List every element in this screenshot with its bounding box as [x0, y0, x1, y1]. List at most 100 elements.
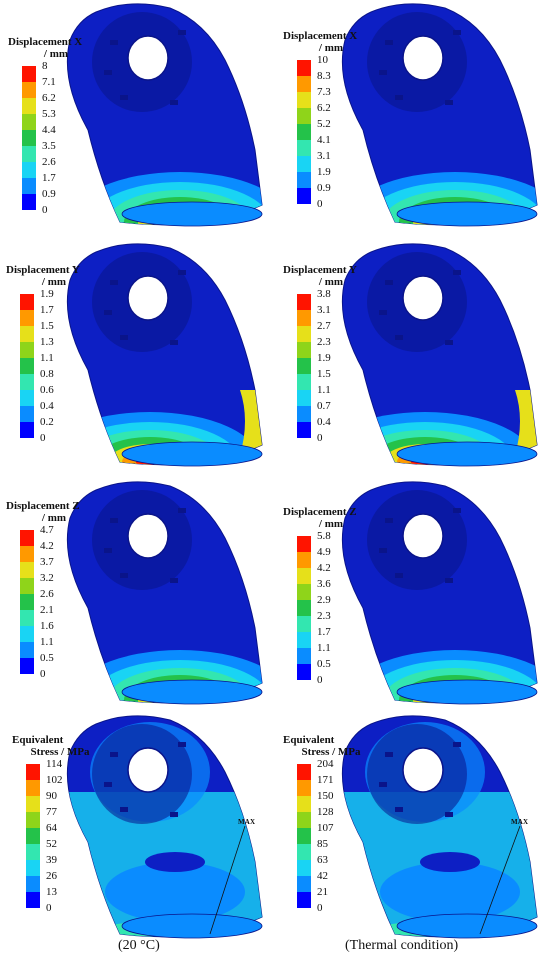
- legend-tick-label: 4.2: [40, 540, 54, 552]
- legend-tick-label: 128: [317, 806, 334, 818]
- legend-tick-label: 3.5: [42, 140, 56, 152]
- legend-tick-label: 0: [40, 432, 46, 444]
- legend-tick-label: 8: [42, 60, 48, 72]
- flange-slot: [178, 742, 186, 747]
- legend-title-line-1: Equivalent: [283, 734, 335, 746]
- caption-thermal: (Thermal condition): [345, 938, 459, 953]
- legend-tick-label: 4.7: [40, 524, 54, 536]
- legend-tick-label: 1.5: [317, 368, 331, 380]
- legend-tick-label: 3.2: [40, 572, 54, 584]
- legend-tick-label: 2.3: [317, 610, 331, 622]
- flange-slot: [170, 812, 178, 817]
- color-scale-swatch: [20, 374, 34, 390]
- color-scale-swatch: [297, 422, 311, 438]
- flange-slot: [445, 578, 453, 583]
- color-scale-swatch: [22, 98, 36, 114]
- color-scale-swatch: [297, 76, 311, 92]
- color-scale-swatch: [20, 422, 34, 438]
- color-scale-swatch: [297, 172, 311, 188]
- flange-slot: [178, 508, 186, 513]
- legend-tick-label: 0.2: [40, 416, 54, 428]
- color-scale-swatch: [20, 390, 34, 406]
- color-scale-swatch: [22, 194, 36, 210]
- color-scale-bar: [297, 764, 311, 908]
- flange-slot: [385, 752, 393, 757]
- tube-opening-rim: [121, 201, 263, 227]
- color-scale-swatch: [297, 648, 311, 664]
- legend-tick-label: 1.1: [317, 642, 331, 654]
- legend-tick-label: 4.4: [42, 124, 56, 136]
- color-scale-swatch: [20, 294, 34, 310]
- legend-tick-label: 4.2: [317, 562, 331, 574]
- legend-tick-label: 0.4: [317, 416, 331, 428]
- color-scale-swatch: [297, 844, 311, 860]
- legend-tick-label: 6.2: [42, 92, 56, 104]
- flange-slot: [385, 518, 393, 523]
- color-scale-swatch: [22, 66, 36, 82]
- legend-tick-label: 0: [42, 204, 48, 216]
- legend-tick-label: 77: [46, 806, 57, 818]
- caption-20c: (20 °C): [118, 938, 160, 953]
- flange-slot: [395, 335, 403, 340]
- color-scale-bar: [297, 294, 311, 438]
- legend-title-line-1: Displacement Y: [283, 264, 357, 276]
- legend-tick-label: 85: [317, 838, 328, 850]
- max-leader-line: [209, 825, 246, 935]
- legend-tick-label: 0: [317, 198, 323, 210]
- color-scale-swatch: [297, 828, 311, 844]
- legend-tick-label: 0.4: [40, 400, 54, 412]
- legend-tick-label: 0.6: [40, 384, 54, 396]
- bearing-hole: [127, 747, 169, 793]
- color-scale-swatch: [297, 374, 311, 390]
- legend-tick-label: 102: [46, 774, 63, 786]
- legend-tick-label: 7.1: [42, 76, 56, 88]
- legend-tick-label: 5.2: [317, 118, 331, 130]
- legend-tick-label: 2.1: [40, 604, 54, 616]
- color-scale-swatch: [20, 310, 34, 326]
- color-scale-swatch: [297, 860, 311, 876]
- legend-tick-label: 1.1: [40, 636, 54, 648]
- legend-tick-label: 1.7: [40, 304, 54, 316]
- color-scale-swatch: [297, 310, 311, 326]
- flange-slot: [453, 30, 461, 35]
- color-scale-swatch: [26, 812, 40, 828]
- flange-slot: [110, 518, 118, 523]
- flange-slot: [379, 310, 387, 315]
- legend-tick-label: 0: [317, 432, 323, 444]
- flange-slot: [120, 95, 128, 100]
- flange-slot: [379, 782, 387, 787]
- flange-slot: [120, 573, 128, 578]
- legend-title-line-1: Equivalent: [12, 734, 64, 746]
- color-scale-swatch: [297, 60, 311, 76]
- legend-tick-label: 3.8: [317, 288, 331, 300]
- color-scale-swatch: [297, 616, 311, 632]
- legend-tick-label: 13: [46, 886, 57, 898]
- flange-slot: [395, 807, 403, 812]
- flange-slot: [104, 782, 112, 787]
- legend-title-line-1: Displacement X: [8, 36, 83, 48]
- color-scale-swatch: [297, 584, 311, 600]
- color-scale-swatch: [20, 358, 34, 374]
- color-scale-swatch: [297, 632, 311, 648]
- panel-displacement-x-20c: Displacement X / mm 8 7.1 6.2 5.3 4.4 3.5 2.6 1.7…: [0, 0, 275, 232]
- color-scale-swatch: [297, 892, 311, 908]
- flange-slot: [120, 807, 128, 812]
- legend-title-line-2: / mm: [43, 48, 69, 60]
- color-scale-swatch: [26, 780, 40, 796]
- bearing-hole: [127, 275, 169, 321]
- bearing-hole: [402, 35, 444, 81]
- flange-slot: [445, 340, 453, 345]
- color-scale-swatch: [20, 326, 34, 342]
- color-scale-swatch: [22, 114, 36, 130]
- fea-model-displacement-x-thermal: [341, 3, 538, 227]
- color-scale-swatch: [20, 642, 34, 658]
- fea-model-displacement-z-20c: [66, 481, 263, 705]
- flange-slot: [170, 578, 178, 583]
- color-scale-bar: [297, 60, 311, 204]
- legend-tick-label: 39: [46, 854, 57, 866]
- legend-tick-label: 1.7: [42, 172, 56, 184]
- legend-tick-label: 2.6: [40, 588, 54, 600]
- legend-tick-label: 204: [317, 758, 334, 770]
- color-scale-swatch: [20, 658, 34, 674]
- legend-tick-label: 3.1: [317, 304, 331, 316]
